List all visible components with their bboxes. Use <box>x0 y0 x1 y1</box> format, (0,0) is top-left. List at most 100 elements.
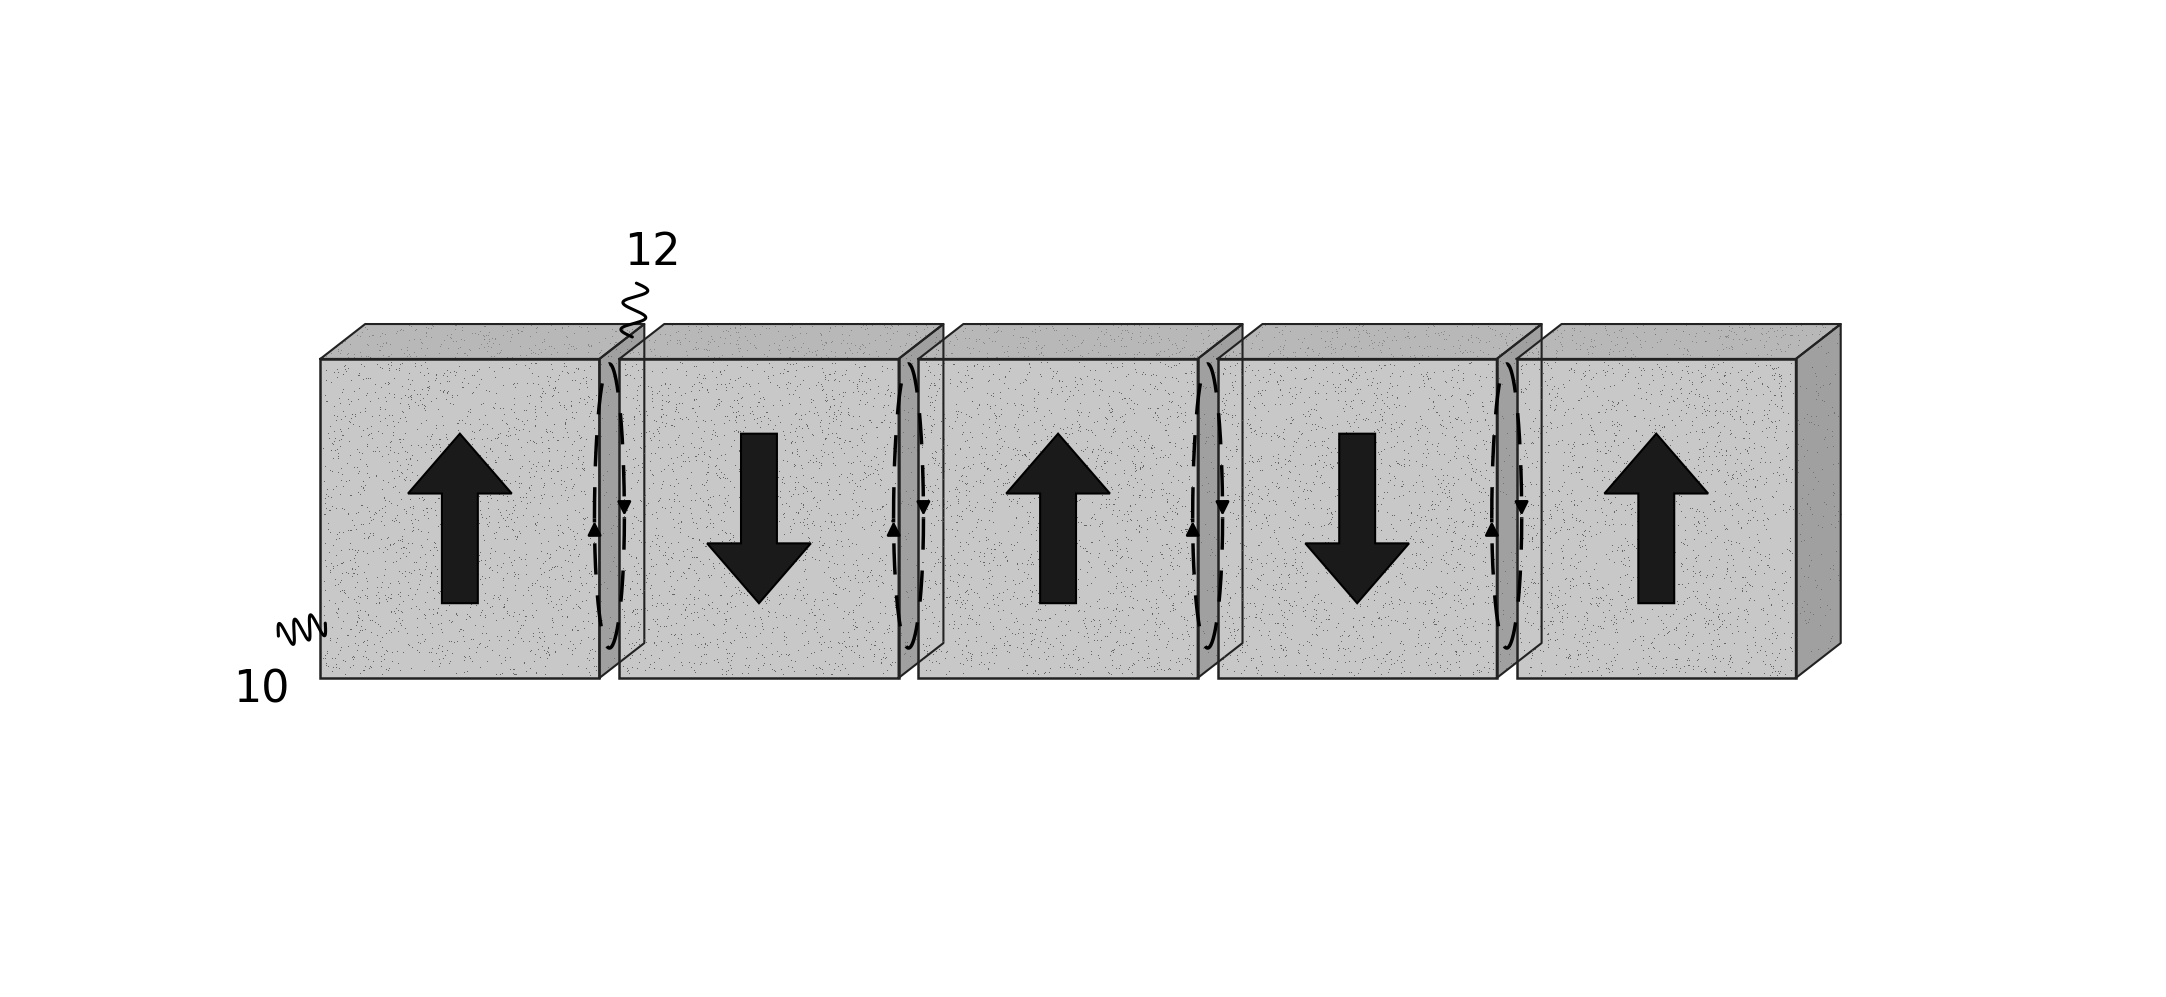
Point <box>1432 327 1466 343</box>
Point <box>1261 446 1295 462</box>
Point <box>511 480 546 496</box>
Point <box>1531 438 1566 454</box>
Point <box>1659 651 1694 667</box>
Point <box>682 399 717 415</box>
Point <box>1469 471 1503 487</box>
Point <box>1083 499 1118 515</box>
Point <box>1700 596 1735 612</box>
Point <box>1174 646 1209 662</box>
Point <box>739 650 773 666</box>
Point <box>786 590 821 606</box>
Point <box>691 496 726 511</box>
Point <box>1427 552 1462 568</box>
Point <box>399 554 433 570</box>
Point <box>381 362 416 378</box>
Point <box>1670 561 1705 577</box>
Point <box>1685 318 1720 334</box>
Point <box>1518 340 1553 356</box>
Point <box>503 630 537 646</box>
Point <box>1551 649 1586 665</box>
Point <box>314 464 349 480</box>
Point <box>1388 575 1423 591</box>
Point <box>1655 552 1689 568</box>
Point <box>364 342 399 358</box>
Point <box>1791 557 1826 573</box>
Point <box>916 411 951 427</box>
Point <box>1544 390 1579 406</box>
Point <box>1414 549 1449 565</box>
Point <box>1685 425 1720 441</box>
Point <box>353 371 388 387</box>
Point <box>1728 386 1763 402</box>
Point <box>918 555 953 571</box>
Polygon shape <box>899 324 944 678</box>
Point <box>1339 450 1373 466</box>
Point <box>1085 488 1120 503</box>
Point <box>1419 347 1453 363</box>
Point <box>390 371 425 387</box>
Point <box>814 343 849 359</box>
Point <box>1657 459 1692 475</box>
Point <box>975 502 1009 518</box>
Point <box>749 404 784 420</box>
Point <box>1133 593 1167 609</box>
Point <box>1284 559 1319 575</box>
Point <box>1352 377 1386 393</box>
Point <box>500 548 535 564</box>
Point <box>1624 444 1659 460</box>
Point <box>1222 345 1256 361</box>
Point <box>388 387 422 403</box>
Point <box>1061 492 1096 507</box>
Point <box>691 569 726 585</box>
Point <box>1064 347 1098 363</box>
Point <box>1354 565 1388 581</box>
Point <box>955 597 990 613</box>
Point <box>1241 537 1276 553</box>
Point <box>412 365 446 381</box>
Point <box>474 598 509 614</box>
Point <box>693 551 728 567</box>
Point <box>693 443 728 459</box>
Point <box>1564 406 1599 422</box>
Point <box>1313 460 1347 476</box>
Point <box>925 413 960 429</box>
Point <box>903 329 938 345</box>
Point <box>1196 317 1230 333</box>
Point <box>723 624 758 640</box>
Point <box>316 558 351 574</box>
Point <box>1540 389 1575 405</box>
Point <box>1466 456 1501 472</box>
Point <box>908 470 942 486</box>
Point <box>1040 526 1074 542</box>
Point <box>1711 340 1746 356</box>
Point <box>856 621 890 637</box>
Point <box>1152 662 1187 678</box>
Point <box>490 465 524 481</box>
Point <box>1410 581 1445 597</box>
Point <box>1154 394 1189 410</box>
Point <box>1518 527 1553 543</box>
Point <box>1033 384 1068 400</box>
Point <box>386 465 420 481</box>
Point <box>370 446 405 462</box>
Point <box>344 479 379 495</box>
Point <box>1417 365 1451 381</box>
Point <box>1096 644 1131 660</box>
Point <box>797 551 832 567</box>
Point <box>392 388 427 404</box>
Point <box>1510 585 1544 601</box>
Point <box>342 344 377 360</box>
Point <box>1700 371 1735 387</box>
Point <box>780 553 814 569</box>
Point <box>847 481 882 497</box>
Point <box>1503 634 1538 650</box>
Point <box>767 469 801 485</box>
Point <box>1133 401 1167 417</box>
Point <box>1523 618 1557 634</box>
Point <box>940 406 975 422</box>
Point <box>1798 579 1832 595</box>
Point <box>1012 508 1046 524</box>
Point <box>1523 468 1557 484</box>
Point <box>323 421 357 437</box>
Point <box>1211 620 1245 636</box>
